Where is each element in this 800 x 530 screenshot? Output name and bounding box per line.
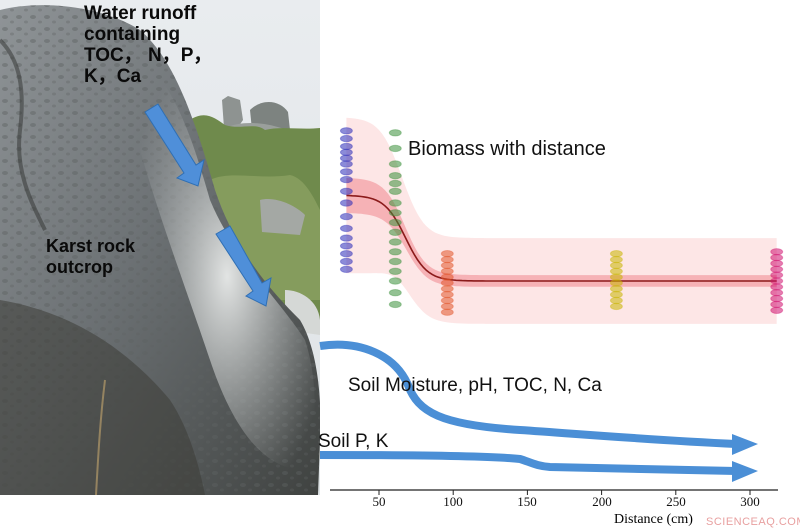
data-point [770, 306, 784, 314]
photo-region [0, 0, 321, 496]
watermark: SCIENCEAQ.COM [706, 516, 800, 528]
soil-pk-label: Soil P, K [318, 431, 389, 452]
plot-region [319, 0, 800, 530]
outcrop-label-line: Karst rock [46, 236, 136, 256]
data-point [339, 160, 353, 168]
x-tick-label: 50 [372, 494, 386, 509]
data-point [388, 172, 402, 180]
runoff-label-line: Water runoff [84, 3, 197, 24]
soil-pk-trend-line [319, 451, 737, 475]
data-point [388, 199, 402, 207]
prediction-band [346, 117, 777, 324]
x-tick-label: 300 [740, 494, 760, 509]
data-point [388, 257, 402, 266]
data-point [388, 277, 402, 285]
distant-rock [250, 101, 290, 130]
rock-crack [0, 38, 47, 231]
data-point [388, 267, 402, 275]
runoff-label-line: K，Ca [84, 66, 142, 87]
data-point [339, 242, 353, 250]
soil-moisture-label: Soil Moisture, pH, TOC, N, Ca [348, 375, 602, 396]
data-point [388, 144, 402, 153]
data-point [388, 209, 402, 217]
data-point [388, 129, 402, 137]
biomass-chart [339, 117, 784, 324]
data-point [339, 224, 353, 233]
x-tick-label: 250 [666, 494, 686, 509]
soil-pk-arrowhead [732, 461, 758, 482]
x-tick-label: 100 [443, 494, 463, 509]
data-point [609, 302, 623, 311]
data-point [339, 212, 353, 221]
data-point [388, 238, 402, 246]
data-point [440, 308, 454, 316]
data-point [339, 257, 353, 266]
data-point [339, 168, 353, 176]
distant-rock [222, 96, 243, 130]
twig [95, 379, 106, 496]
data-point [339, 187, 353, 196]
data-point [388, 160, 402, 168]
data-point [339, 265, 353, 273]
runoff-arrow-lower [215, 225, 272, 307]
runoff-arrow-upper [144, 103, 205, 187]
data-point [388, 300, 402, 309]
fit-curve [346, 194, 777, 282]
x-axis-title: Distance (cm) [614, 512, 693, 527]
data-point [339, 234, 353, 242]
runoff-label-line: TOC， N，P， [84, 45, 213, 66]
data-point [388, 218, 402, 227]
data-point [339, 199, 353, 207]
soil-moisture-trend-line [319, 340, 737, 448]
data-point [339, 134, 353, 143]
x-axis-ticks [378, 490, 751, 495]
data-point [388, 187, 402, 196]
data-point [339, 175, 353, 184]
soil-moisture-arrowhead [732, 434, 758, 455]
outcrop-label-line: outcrop [46, 257, 113, 277]
x-tick-label: 200 [592, 494, 612, 509]
data-point [388, 248, 402, 256]
runoff-label: Water runoff containing TOC， N，P， K，Ca [84, 3, 212, 87]
data-point [339, 127, 353, 135]
biomass-label: Biomass with distance [408, 138, 606, 160]
data-point [339, 250, 353, 258]
data-point [388, 228, 402, 237]
distant-rock [260, 199, 305, 235]
runoff-label-line: containing [84, 24, 181, 45]
confidence-band [346, 178, 777, 287]
x-tick-label: 150 [517, 494, 537, 509]
outcrop-label: Karst rock outcrop [46, 236, 135, 278]
data-point [388, 179, 402, 188]
data-point [388, 289, 402, 297]
